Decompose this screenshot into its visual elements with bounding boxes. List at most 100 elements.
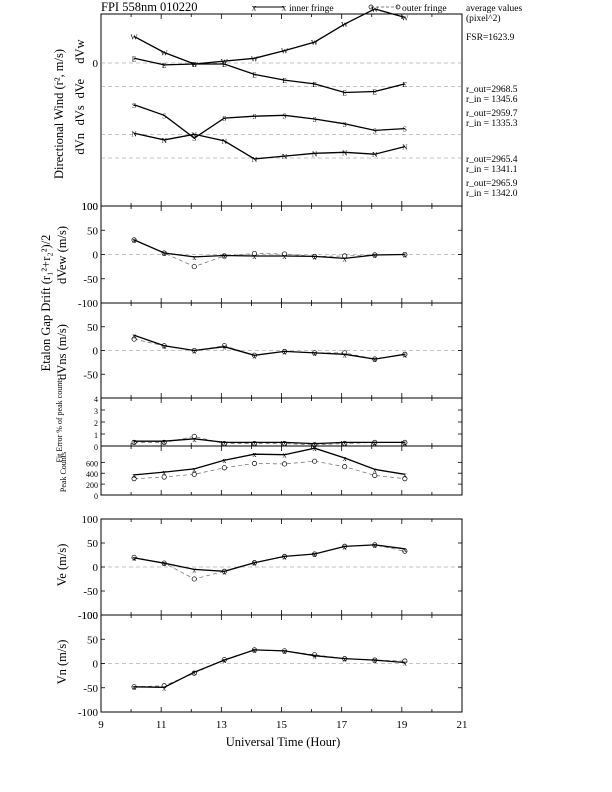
peak-counts-panel-outer-line bbox=[134, 460, 405, 480]
dvns-panel-inner-point: x bbox=[283, 347, 287, 356]
ve-panel-inner-point: x bbox=[403, 545, 407, 554]
dvew-panel-inner-point: x bbox=[313, 252, 317, 261]
peak-counts-panel-y-tick-label: 200 bbox=[86, 481, 98, 490]
trace-dVs-inner-line bbox=[133, 104, 405, 139]
peak-counts-panel-outer-point bbox=[312, 458, 318, 464]
trace-dVe-point: E bbox=[252, 70, 257, 79]
dvns-panel-inner-point: x bbox=[192, 347, 196, 356]
legend-inner-marker-b: x bbox=[282, 3, 287, 13]
vn-panel-y-tick-label: -50 bbox=[83, 683, 98, 695]
trace-dVn-point: N bbox=[222, 137, 228, 146]
fit-error-panel-inner-point: x bbox=[313, 440, 317, 449]
fit-error-panel-inner-point: x bbox=[252, 438, 256, 447]
dvew-panel-outer-line bbox=[133, 239, 405, 267]
vn-panel-inner-point: x bbox=[162, 683, 166, 692]
x-axis-label: Universal Time (Hour) bbox=[226, 735, 341, 749]
trace-dVs-outer-line bbox=[133, 104, 405, 139]
trace-dVw-point: W bbox=[161, 49, 169, 58]
dvns-ylabel: dVns (m/s) bbox=[55, 324, 69, 380]
trace-dVe-point: E bbox=[192, 60, 197, 69]
ve-panel-inner-point: x bbox=[283, 552, 287, 561]
peak-counts-panel-y-tick-label: 400 bbox=[86, 470, 98, 479]
trace-dVn-point: N bbox=[252, 155, 258, 164]
trace-dVs-point: S bbox=[252, 112, 256, 121]
fit-error-panel-y-tick-label: 4 bbox=[94, 395, 98, 404]
etalon-drift-ylabel: Etalon Gap Drift (r₁²+r₂²)/2 bbox=[39, 235, 53, 372]
trace-dVn-point: N bbox=[192, 130, 198, 139]
ve-panel-inner-point: x bbox=[343, 542, 347, 551]
dvew-panel-y-tick-label: 100 bbox=[82, 201, 99, 213]
dvns-panel-inner-point: x bbox=[343, 350, 347, 359]
directional-wind-y-tick-label: 0 bbox=[93, 58, 99, 70]
dvew-panel-outer-point bbox=[191, 264, 197, 270]
x-tick-label: 17 bbox=[336, 719, 348, 731]
r-out-n: r_out=2965.9 bbox=[466, 179, 518, 189]
dvns-panel-y-tick-label: 0 bbox=[93, 346, 99, 358]
peak-counts-panel-outer-point bbox=[402, 476, 408, 482]
trace-label-dVs: dVs bbox=[73, 105, 87, 125]
trace-dVn-point: N bbox=[342, 148, 348, 157]
dvns-panel-inner-point: x bbox=[373, 355, 377, 364]
ve-panel-inner-point: x bbox=[313, 550, 317, 559]
dvew-panel-y-tick-label: -100 bbox=[78, 298, 99, 310]
trace-dVn-point: N bbox=[282, 152, 288, 161]
vn-panel-y-tick-label: -100 bbox=[78, 707, 99, 719]
vn-ylabel: Vn (m/s) bbox=[55, 640, 69, 685]
peak-counts-panel-inner-point: x bbox=[403, 470, 407, 479]
trace-dVs-point: S bbox=[162, 111, 166, 120]
ve-panel-inner-point: x bbox=[162, 559, 166, 568]
chart-title: FPI 558nm 010220 bbox=[101, 0, 198, 14]
avg-values-title: average values bbox=[466, 4, 522, 14]
ve-panel-outer-point bbox=[402, 548, 408, 554]
directional-wind-y-tick-label: 100 bbox=[82, 201, 99, 213]
trace-dVe-point: E bbox=[162, 61, 167, 70]
fit-error-panel-inner-point: x bbox=[283, 438, 287, 447]
ve-panel-inner-point: x bbox=[373, 541, 377, 550]
trace-dVe-point: E bbox=[132, 54, 137, 63]
vn-panel-inner-point: x bbox=[132, 683, 136, 692]
fit-error-panel-inner-line bbox=[134, 438, 405, 445]
dvns-panel-y-tick-label: 50 bbox=[87, 322, 99, 334]
trace-dVn-point: N bbox=[161, 136, 167, 145]
x-tick-label: 21 bbox=[457, 719, 468, 731]
dvns-panel-inner-line bbox=[133, 334, 405, 360]
fit-error-ylabel: Fit Error % of peak counts bbox=[55, 377, 64, 462]
fit-error-panel-inner-point: x bbox=[373, 438, 377, 447]
dvew-panel-inner-point: x bbox=[192, 253, 196, 262]
dvew-panel-inner-line bbox=[133, 239, 405, 260]
trace-dVw-point: W bbox=[371, 5, 379, 14]
trace-dVn-point: N bbox=[372, 150, 378, 159]
trace-dVs-point: S bbox=[222, 114, 226, 123]
vn-panel-inner-point: x bbox=[373, 656, 377, 665]
ve-panel-inner-point: x bbox=[192, 565, 196, 574]
dvew-panel-y-tick-label: 50 bbox=[87, 225, 99, 237]
dvew-panel-inner-point: x bbox=[283, 252, 287, 261]
avg-values-units: (pixel^2) bbox=[466, 13, 501, 24]
trace-dVw-point: W bbox=[401, 13, 409, 22]
trace-dVe-point: E bbox=[372, 88, 377, 97]
trace-dVn-outer-line bbox=[134, 132, 405, 160]
dvns-panel-inner-point: x bbox=[403, 350, 407, 359]
peak-counts-panel-y-tick-label: 0 bbox=[94, 492, 98, 501]
fit-error-panel-y-tick-label: 2 bbox=[94, 419, 98, 428]
r-out-w: r_out=2968.5 bbox=[466, 85, 518, 95]
fit-error-panel-y-tick-label: 1 bbox=[94, 431, 98, 440]
vn-panel-inner-point: x bbox=[343, 655, 347, 664]
ve-panel-outer-line bbox=[134, 544, 405, 580]
dvew-panel bbox=[100, 205, 463, 304]
vn-panel-inner-point: x bbox=[283, 647, 287, 656]
vn-panel-y-tick-label: 100 bbox=[82, 610, 99, 622]
x-tick-label: 9 bbox=[98, 719, 104, 731]
peak-counts-panel-inner-point: x bbox=[222, 456, 226, 465]
trace-dVn-point: N bbox=[312, 149, 318, 158]
dvns-panel-outer-point bbox=[131, 336, 137, 342]
vn-panel-y-tick-label: 50 bbox=[87, 634, 99, 646]
trace-dVn-inner-line bbox=[133, 132, 405, 160]
dvew-panel-inner-point: x bbox=[373, 251, 377, 260]
legend-outer-label: outer fringe bbox=[402, 3, 447, 14]
vn-panel-inner-point: x bbox=[192, 668, 196, 677]
peak-counts-panel-outer-point bbox=[251, 460, 257, 466]
trace-dVn-point: N bbox=[402, 143, 408, 152]
trace-dVe-point: E bbox=[342, 88, 347, 97]
fit-error-panel-inner-point: x bbox=[403, 438, 407, 447]
